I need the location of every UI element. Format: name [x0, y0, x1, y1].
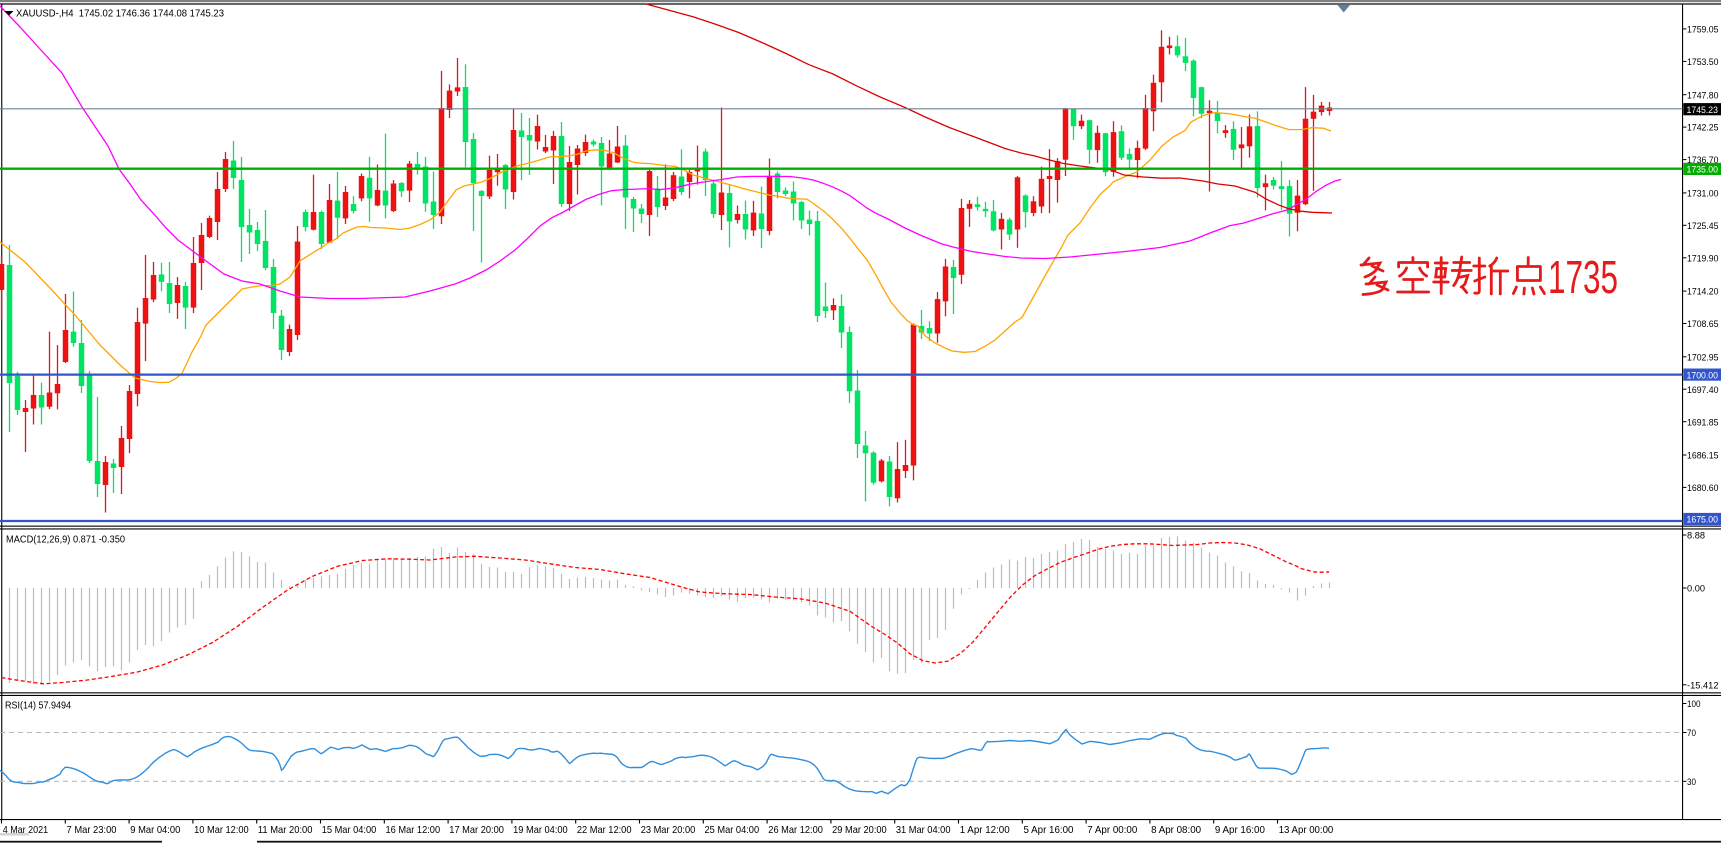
svg-text:1731.00: 1731.00	[1687, 189, 1719, 200]
svg-text:1725.45: 1725.45	[1687, 221, 1719, 232]
svg-text:9 Apr 16:00: 9 Apr 16:00	[1215, 825, 1265, 836]
svg-text:1742.25: 1742.25	[1687, 123, 1719, 134]
svg-text:70: 70	[1687, 728, 1696, 739]
svg-text:1747.80: 1747.80	[1687, 90, 1719, 101]
svg-text:1697.40: 1697.40	[1687, 385, 1719, 396]
svg-text:1702.95: 1702.95	[1687, 352, 1719, 363]
svg-text:1675.00: 1675.00	[1687, 515, 1719, 526]
svg-text:1691.85: 1691.85	[1687, 417, 1719, 428]
svg-text:1708.65: 1708.65	[1687, 319, 1719, 330]
svg-text:1736.70: 1736.70	[1687, 155, 1719, 166]
svg-text:1735: 1735	[1548, 251, 1618, 303]
svg-text:0.00: 0.00	[1687, 584, 1705, 595]
svg-text:23 Mar 20:00: 23 Mar 20:00	[641, 825, 696, 836]
svg-text:25 Mar 04:00: 25 Mar 04:00	[705, 825, 760, 836]
svg-text:19 Mar 04:00: 19 Mar 04:00	[513, 825, 568, 836]
svg-text:8.88: 8.88	[1687, 531, 1705, 542]
svg-text:9 Mar 04:00: 9 Mar 04:00	[130, 825, 180, 836]
svg-text:16 Mar 12:00: 16 Mar 12:00	[386, 825, 441, 836]
svg-text:1719.90: 1719.90	[1687, 253, 1719, 264]
svg-text:26 Mar 12:00: 26 Mar 12:00	[768, 825, 823, 836]
svg-text:1735.00: 1735.00	[1687, 165, 1719, 176]
svg-text:1759.05: 1759.05	[1687, 25, 1719, 36]
svg-text:11 Mar 20:00: 11 Mar 20:00	[258, 825, 313, 836]
svg-text:22 Mar 12:00: 22 Mar 12:00	[577, 825, 632, 836]
svg-text:17 Mar 20:00: 17 Mar 20:00	[449, 825, 504, 836]
svg-text:1700.00: 1700.00	[1687, 370, 1719, 381]
svg-text:1680.60: 1680.60	[1687, 483, 1719, 494]
svg-text:1 Apr 12:00: 1 Apr 12:00	[960, 825, 1010, 836]
svg-text:1686.15: 1686.15	[1687, 451, 1719, 462]
svg-text:RSI(14) 57.9494: RSI(14) 57.9494	[5, 701, 71, 712]
svg-text:10 Mar 12:00: 10 Mar 12:00	[194, 825, 249, 836]
svg-text:100: 100	[1687, 699, 1701, 710]
svg-text:-15.412: -15.412	[1687, 680, 1719, 691]
svg-text:4 Mar 2021: 4 Mar 2021	[3, 825, 49, 836]
svg-text:15 Mar 04:00: 15 Mar 04:00	[322, 825, 377, 836]
svg-text:13 Apr 00:00: 13 Apr 00:00	[1279, 825, 1334, 836]
svg-text:1714.20: 1714.20	[1687, 287, 1719, 298]
svg-text:30: 30	[1687, 777, 1696, 788]
svg-text:31 Mar 04:00: 31 Mar 04:00	[896, 825, 951, 836]
svg-text:XAUUSD-,H4 1745.02 1746.36 17: XAUUSD-,H4 1745.02 1746.36 1744.08 1745.…	[16, 7, 224, 19]
svg-text:8 Apr 08:00: 8 Apr 08:00	[1151, 825, 1201, 836]
svg-text:7 Apr 00:00: 7 Apr 00:00	[1087, 825, 1137, 836]
svg-text:1745.23: 1745.23	[1687, 105, 1719, 116]
svg-text:MACD(12,26,9) 0.871 -0.350: MACD(12,26,9) 0.871 -0.350	[6, 535, 125, 546]
svg-text:5 Apr 16:00: 5 Apr 16:00	[1024, 825, 1074, 836]
svg-text:7 Mar 23:00: 7 Mar 23:00	[67, 825, 117, 836]
svg-text:1753.50: 1753.50	[1687, 57, 1719, 68]
svg-text:29 Mar 20:00: 29 Mar 20:00	[832, 825, 887, 836]
